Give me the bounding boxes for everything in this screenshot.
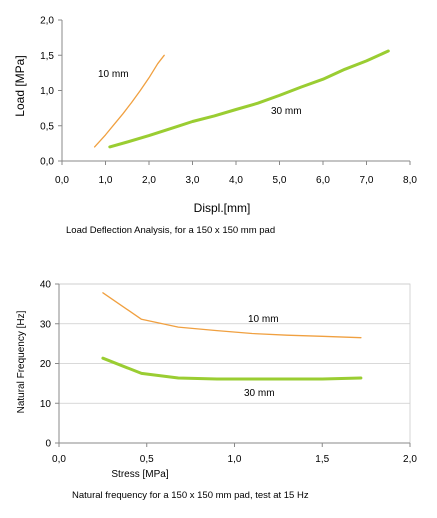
c2-series-line-30mm xyxy=(101,356,363,381)
c1-caption: Load Deflection Analysis, for a 150 x 15… xyxy=(66,225,275,236)
c2-y-tick-label: 10 xyxy=(40,399,52,410)
c1-x-tick-label: 6,0 xyxy=(316,175,330,186)
c2-series-line-10mm xyxy=(102,292,362,339)
c1-y-tick-label: 1,5 xyxy=(40,51,54,62)
c1-y-tick-label: 2,0 xyxy=(40,16,54,27)
c1-y-axis-title: Load [MPa] xyxy=(13,55,27,116)
natural-frequency-chart: 0,0 0,5 1,0 1,5 2,0 0 10 20 30 40 10 mm 30 mm Str… xyxy=(16,280,417,502)
c2-y-tick-label: 40 xyxy=(40,280,52,291)
c2-y-tick-label: 0 xyxy=(45,439,51,450)
c1-x-tick-label: 3,0 xyxy=(186,175,200,186)
c2-x-tick-label: 2,0 xyxy=(403,454,417,465)
c1-series-line-30mm xyxy=(108,49,390,149)
c2-x-tick-label: 0,0 xyxy=(52,454,66,465)
c1-x-tick-label: 7,0 xyxy=(360,175,374,186)
load-deflection-chart: 0,0 1,0 2,0 3,0 4,0 5,0 6,0 7,0 8,0 0,0 0,5 1,0 1,5 2… xyxy=(13,16,417,237)
c2-series-label-10mm: 10 mm xyxy=(248,314,279,325)
c1-y-tick-label: 0,0 xyxy=(40,157,54,168)
c2-y-tick-label: 20 xyxy=(40,359,52,370)
c2-x-tick-label: 1,5 xyxy=(315,454,329,465)
c1-series-line-10mm xyxy=(93,54,165,148)
c1-x-tick-label: 4,0 xyxy=(229,175,243,186)
c2-y-axis-title: Natural Frequency [Hz] xyxy=(16,310,27,413)
c2-series-label-30mm: 30 mm xyxy=(244,388,275,399)
c1-series-label-30mm: 30 mm xyxy=(271,106,302,117)
c1-x-tick-label: 8,0 xyxy=(403,175,417,186)
c1-x-tick-label: 1,0 xyxy=(99,175,113,186)
c1-x-tick-label: 0,0 xyxy=(55,175,69,186)
c2-caption: Natural frequency for a 150 x 150 mm pad… xyxy=(72,490,309,501)
c2-x-axis-title: Stress [MPa] xyxy=(111,469,168,480)
c1-y-tick-label: 0,5 xyxy=(40,121,54,132)
c2-x-tick-label: 1,0 xyxy=(228,454,242,465)
c1-x-tick-label: 5,0 xyxy=(273,175,287,186)
c1-x-axis-title: Displ.[mm] xyxy=(194,201,251,215)
c1-y-tick-label: 1,0 xyxy=(40,86,54,97)
c2-x-tick-label: 0,5 xyxy=(140,454,154,465)
c1-series-label-10mm: 10 mm xyxy=(98,69,129,80)
c2-y-tick-label: 30 xyxy=(40,319,52,330)
c1-x-tick-label: 2,0 xyxy=(142,175,156,186)
